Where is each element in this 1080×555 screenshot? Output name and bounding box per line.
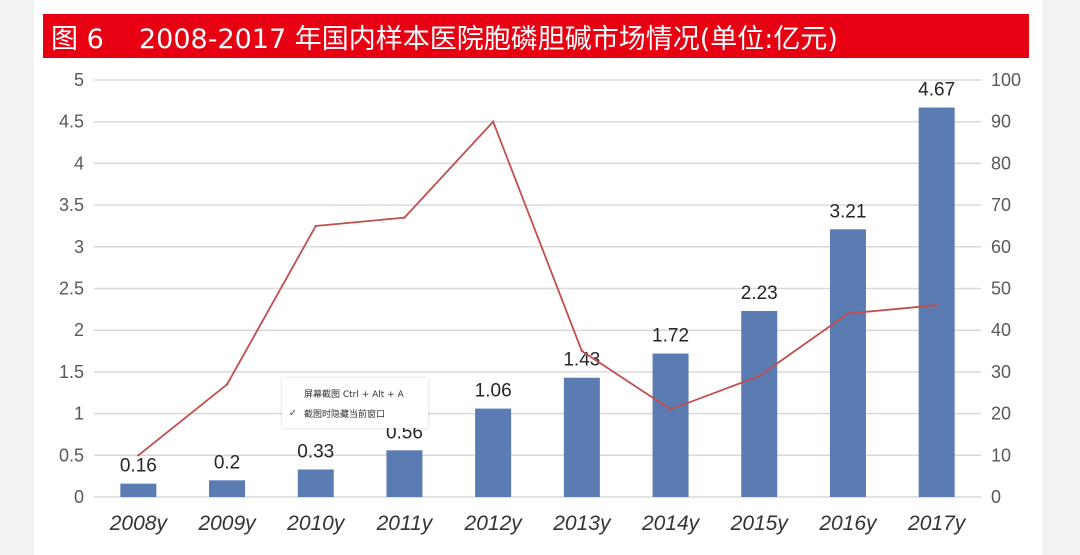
y-left-tick-label: 1 [74, 404, 84, 424]
menu-item-screenshot[interactable]: 屏幕截图 Ctrl + Alt + A [282, 384, 428, 402]
y-right-tick-label: 40 [991, 320, 1011, 340]
menu-item-label: 屏幕截图 Ctrl + Alt + A [304, 389, 404, 400]
line-point [846, 312, 850, 315]
y-left-tick-label: 4 [74, 153, 84, 173]
y-left-tick-label: 2.5 [59, 279, 84, 299]
line-point [580, 349, 584, 353]
bar [741, 311, 778, 497]
y-right-tick-label: 30 [991, 362, 1011, 382]
x-category-label: 2008y [109, 512, 169, 535]
bar-data-label: 4.67 [918, 80, 955, 101]
bar [120, 483, 157, 497]
bar [209, 480, 246, 497]
line-point [137, 454, 140, 457]
x-category-label: 2010y [286, 512, 346, 535]
line-point [491, 120, 495, 123]
bar-data-label: 3.21 [829, 201, 866, 222]
bar-data-label: 1.06 [475, 381, 512, 402]
bar-data-label: 1.72 [652, 326, 689, 347]
y-left-tick-label: 1.5 [59, 362, 84, 382]
x-category-label: 2015y [730, 512, 790, 535]
bar [563, 377, 600, 497]
y-left-tick-label: 2 [74, 320, 84, 340]
y-right-tick-label: 20 [991, 404, 1011, 424]
bar [475, 408, 512, 497]
y-right-tick-label: 70 [991, 195, 1011, 215]
y-left-tick-label: 3 [74, 237, 84, 257]
x-category-label: 2017y [907, 512, 967, 535]
y-left-tick-label: 4.5 [59, 112, 84, 132]
chart-title: 2008-2017 年国内样本医院胞磷胆碱市场情况(单位:亿元) [139, 23, 838, 55]
bar-data-label: 0.16 [120, 456, 157, 477]
y-right-tick-label: 100 [991, 70, 1021, 90]
x-category-label: 2009y [197, 512, 257, 535]
figure-label: 图 6 [51, 23, 104, 55]
y-left-tick-label: 0 [74, 487, 84, 507]
bar-data-label: 0.33 [297, 441, 334, 462]
y-left-tick-label: 3.5 [59, 195, 84, 215]
context-menu[interactable]: 屏幕截图 Ctrl + Alt + A ✓ 截图时隐藏当前窗口 [282, 378, 428, 428]
bar [297, 469, 334, 497]
chart-panel [34, 0, 1042, 555]
bar-data-label: 2.23 [741, 283, 778, 304]
line-point [403, 216, 406, 219]
line-point [225, 383, 229, 386]
x-category-label: 2013y [552, 512, 612, 535]
bar [829, 229, 866, 497]
bar-data-label: 1.43 [563, 350, 600, 371]
y-right-tick-label: 80 [991, 153, 1011, 173]
bar [652, 353, 689, 497]
line-point [669, 408, 672, 411]
bar [386, 450, 423, 497]
line-point [314, 224, 317, 228]
x-category-label: 2014y [641, 512, 701, 535]
title-banner: 图 6 2008-2017 年国内样本医院胞磷胆碱市场情况(单位:亿元) [43, 14, 1029, 58]
y-left-tick-label: 5 [74, 70, 84, 90]
line-point [758, 374, 761, 378]
menu-item-hide-window[interactable]: ✓ 截图时隐藏当前窗口 [282, 404, 428, 422]
x-category-label: 2011y [376, 512, 434, 535]
x-category-label: 2012y [464, 512, 524, 535]
y-left-tick-label: 0.5 [59, 445, 84, 465]
bar [918, 107, 955, 497]
line-point [935, 303, 938, 307]
y-right-tick-label: 50 [991, 279, 1011, 299]
x-category-label: 2016y [818, 512, 878, 535]
y-right-tick-label: 90 [991, 112, 1011, 132]
menu-item-label: 截图时隐藏当前窗口 [304, 409, 386, 420]
y-right-tick-label: 60 [991, 237, 1011, 257]
growth-line [137, 120, 937, 457]
bar-data-label: 0.2 [214, 452, 240, 473]
y-right-tick-label: 10 [991, 445, 1011, 465]
checkmark-icon: ✓ [288, 407, 298, 419]
y-right-tick-label: 0 [991, 487, 1001, 507]
